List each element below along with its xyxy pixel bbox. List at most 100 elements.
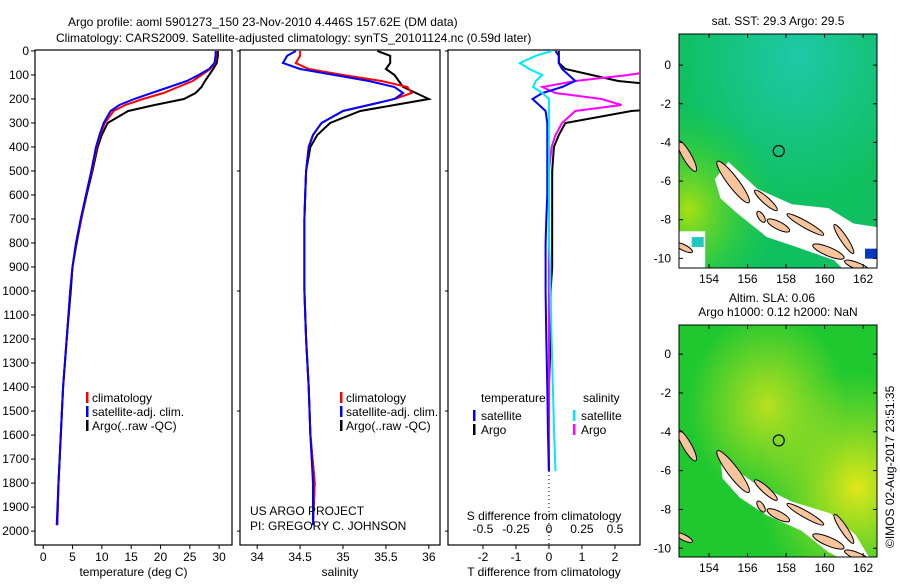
map-frame [678,33,878,269]
no-data-region [714,161,877,268]
plot-frame [34,49,233,546]
x-tick-label: 2 [612,550,619,564]
island-guadalcanal [812,533,845,550]
legend-swatch [340,406,343,417]
plot-frame [447,49,641,546]
legend-label: Argo [481,423,507,437]
legend-swatch [86,392,89,403]
s-axis-label: S difference from climatology [467,509,622,523]
panel-temperature: 0 5 10 15 20 25 30 temperature (deg C) 0 100 200 30… [2,44,233,579]
map-title: Altim. SLA: 0.06 [729,291,815,305]
pi-label: PI: GREGORY C. JOHNSON [250,519,406,533]
island-malaita [833,513,855,544]
lon-tick-label: 162 [853,561,873,575]
island-bougainville [716,450,750,494]
island-new-georgia [766,218,791,233]
map-subtitle: Argo h1000: 0.12 h2000: NaN [698,305,857,319]
s-tick-label: -0.5 [473,522,494,536]
y-tick-label: 100 [9,68,29,82]
x-tick-label: 0 [546,550,553,564]
lat-tick-label: -4 [660,425,671,439]
legend-header-salinity: salinity [583,391,620,405]
island-new-ireland [679,139,698,172]
x-tick-label: 35 [336,550,350,564]
legend-label: Argo(..raw -QC) [346,419,431,433]
legend-label: climatology [92,391,152,405]
y-tick-label: 600 [9,188,29,202]
legend-swatch [473,410,476,421]
lon-tick-label: 158 [776,272,796,286]
legend-swatch [86,406,89,417]
island-vella [756,210,766,223]
y-tick-label: 0 [22,44,29,58]
s-tick-label: 0.25 [570,522,594,536]
legend-swatch [473,424,476,435]
y-tick-label: 400 [9,140,29,154]
legend-label: satellite-adj. clim. [92,405,184,419]
x-tick-label: 20 [154,550,168,564]
lat-tick-label: 0 [664,347,671,361]
y-tick-label: 200 [9,92,29,106]
island-new-britain [679,532,693,544]
lat-tick-label: -6 [660,174,671,188]
y-tick-label: 1400 [2,380,29,394]
lat-tick-label: 0 [664,58,671,72]
x-tick-label: 34 [250,550,264,564]
series-line-s-argo [539,72,640,472]
y-tick-label: 500 [9,164,29,178]
lon-tick-label: 158 [776,561,796,575]
lat-tick-label: -10 [654,541,672,555]
lon-tick-label: 160 [815,561,835,575]
map-field [679,325,877,557]
plot-frame [239,49,441,546]
lon-tick-label: 154 [699,561,719,575]
lat-tick-label: -8 [660,213,671,227]
project-label: US ARGO PROJECT [250,504,365,518]
lon-tick-label: 162 [853,272,873,286]
y-tick-label: 800 [9,236,29,250]
lat-tick-label: -8 [660,502,671,516]
x-tick-label: 25 [183,550,197,564]
island-choiseul [753,189,778,212]
series-line-t-satellite [530,50,578,472]
legend-label: satellite-adj. clim. [346,405,438,419]
y-tick-label: 2000 [2,524,29,538]
x-tick-label: 34.5 [288,550,312,564]
island-choiseul [753,479,778,501]
series-group [281,50,433,526]
island-new-britain [679,242,693,254]
legend-swatch [573,410,576,421]
x-tick-label: 30 [212,550,226,564]
y-tick-label: 700 [9,212,29,226]
title-line-2: Climatology: CARS2009. Satellite-adjuste… [56,31,531,45]
series-line-satellite-adj-clim- [55,51,217,526]
series-group [55,51,219,526]
series-line-climatology [56,51,218,526]
legend-label: satellite [481,409,522,423]
panel-salinity: 34 34.5 35 35.5 36 salinity climatologysatelli… [237,49,441,579]
data-cell [865,248,877,259]
lon-tick-label: 154 [699,272,719,286]
y-tick-label: 1700 [2,452,29,466]
lat-tick-label: -6 [660,464,671,478]
sst-map: 154 156 158 160 162 0 -2 -4 -6 -8 -10 sat. SST: 29.… [654,14,878,286]
island-malaita [833,223,855,255]
y-tick-label: 1600 [2,428,29,442]
x-tick-label: 1 [579,550,586,564]
island-new-georgia [766,508,791,523]
x-tick-label: 0 [40,550,47,564]
lon-tick-label: 160 [815,272,835,286]
island-makira [844,549,871,557]
legend-swatch [86,420,89,431]
x-tick-label: 15 [124,550,138,564]
sla-map: 154 156 158 160 162 0 -2 -4 -6 -8 -10 Altim. SLA: 0… [654,291,878,575]
legend-swatch [340,392,343,403]
map-field [679,34,877,268]
y-tick-label: 900 [9,260,29,274]
island-santa-isabel [786,213,825,236]
legend-label: satellite [581,409,622,423]
lat-tick-label: -4 [660,135,671,149]
s-tick-label: -0.25 [502,522,530,536]
float-position-marker [772,434,785,447]
